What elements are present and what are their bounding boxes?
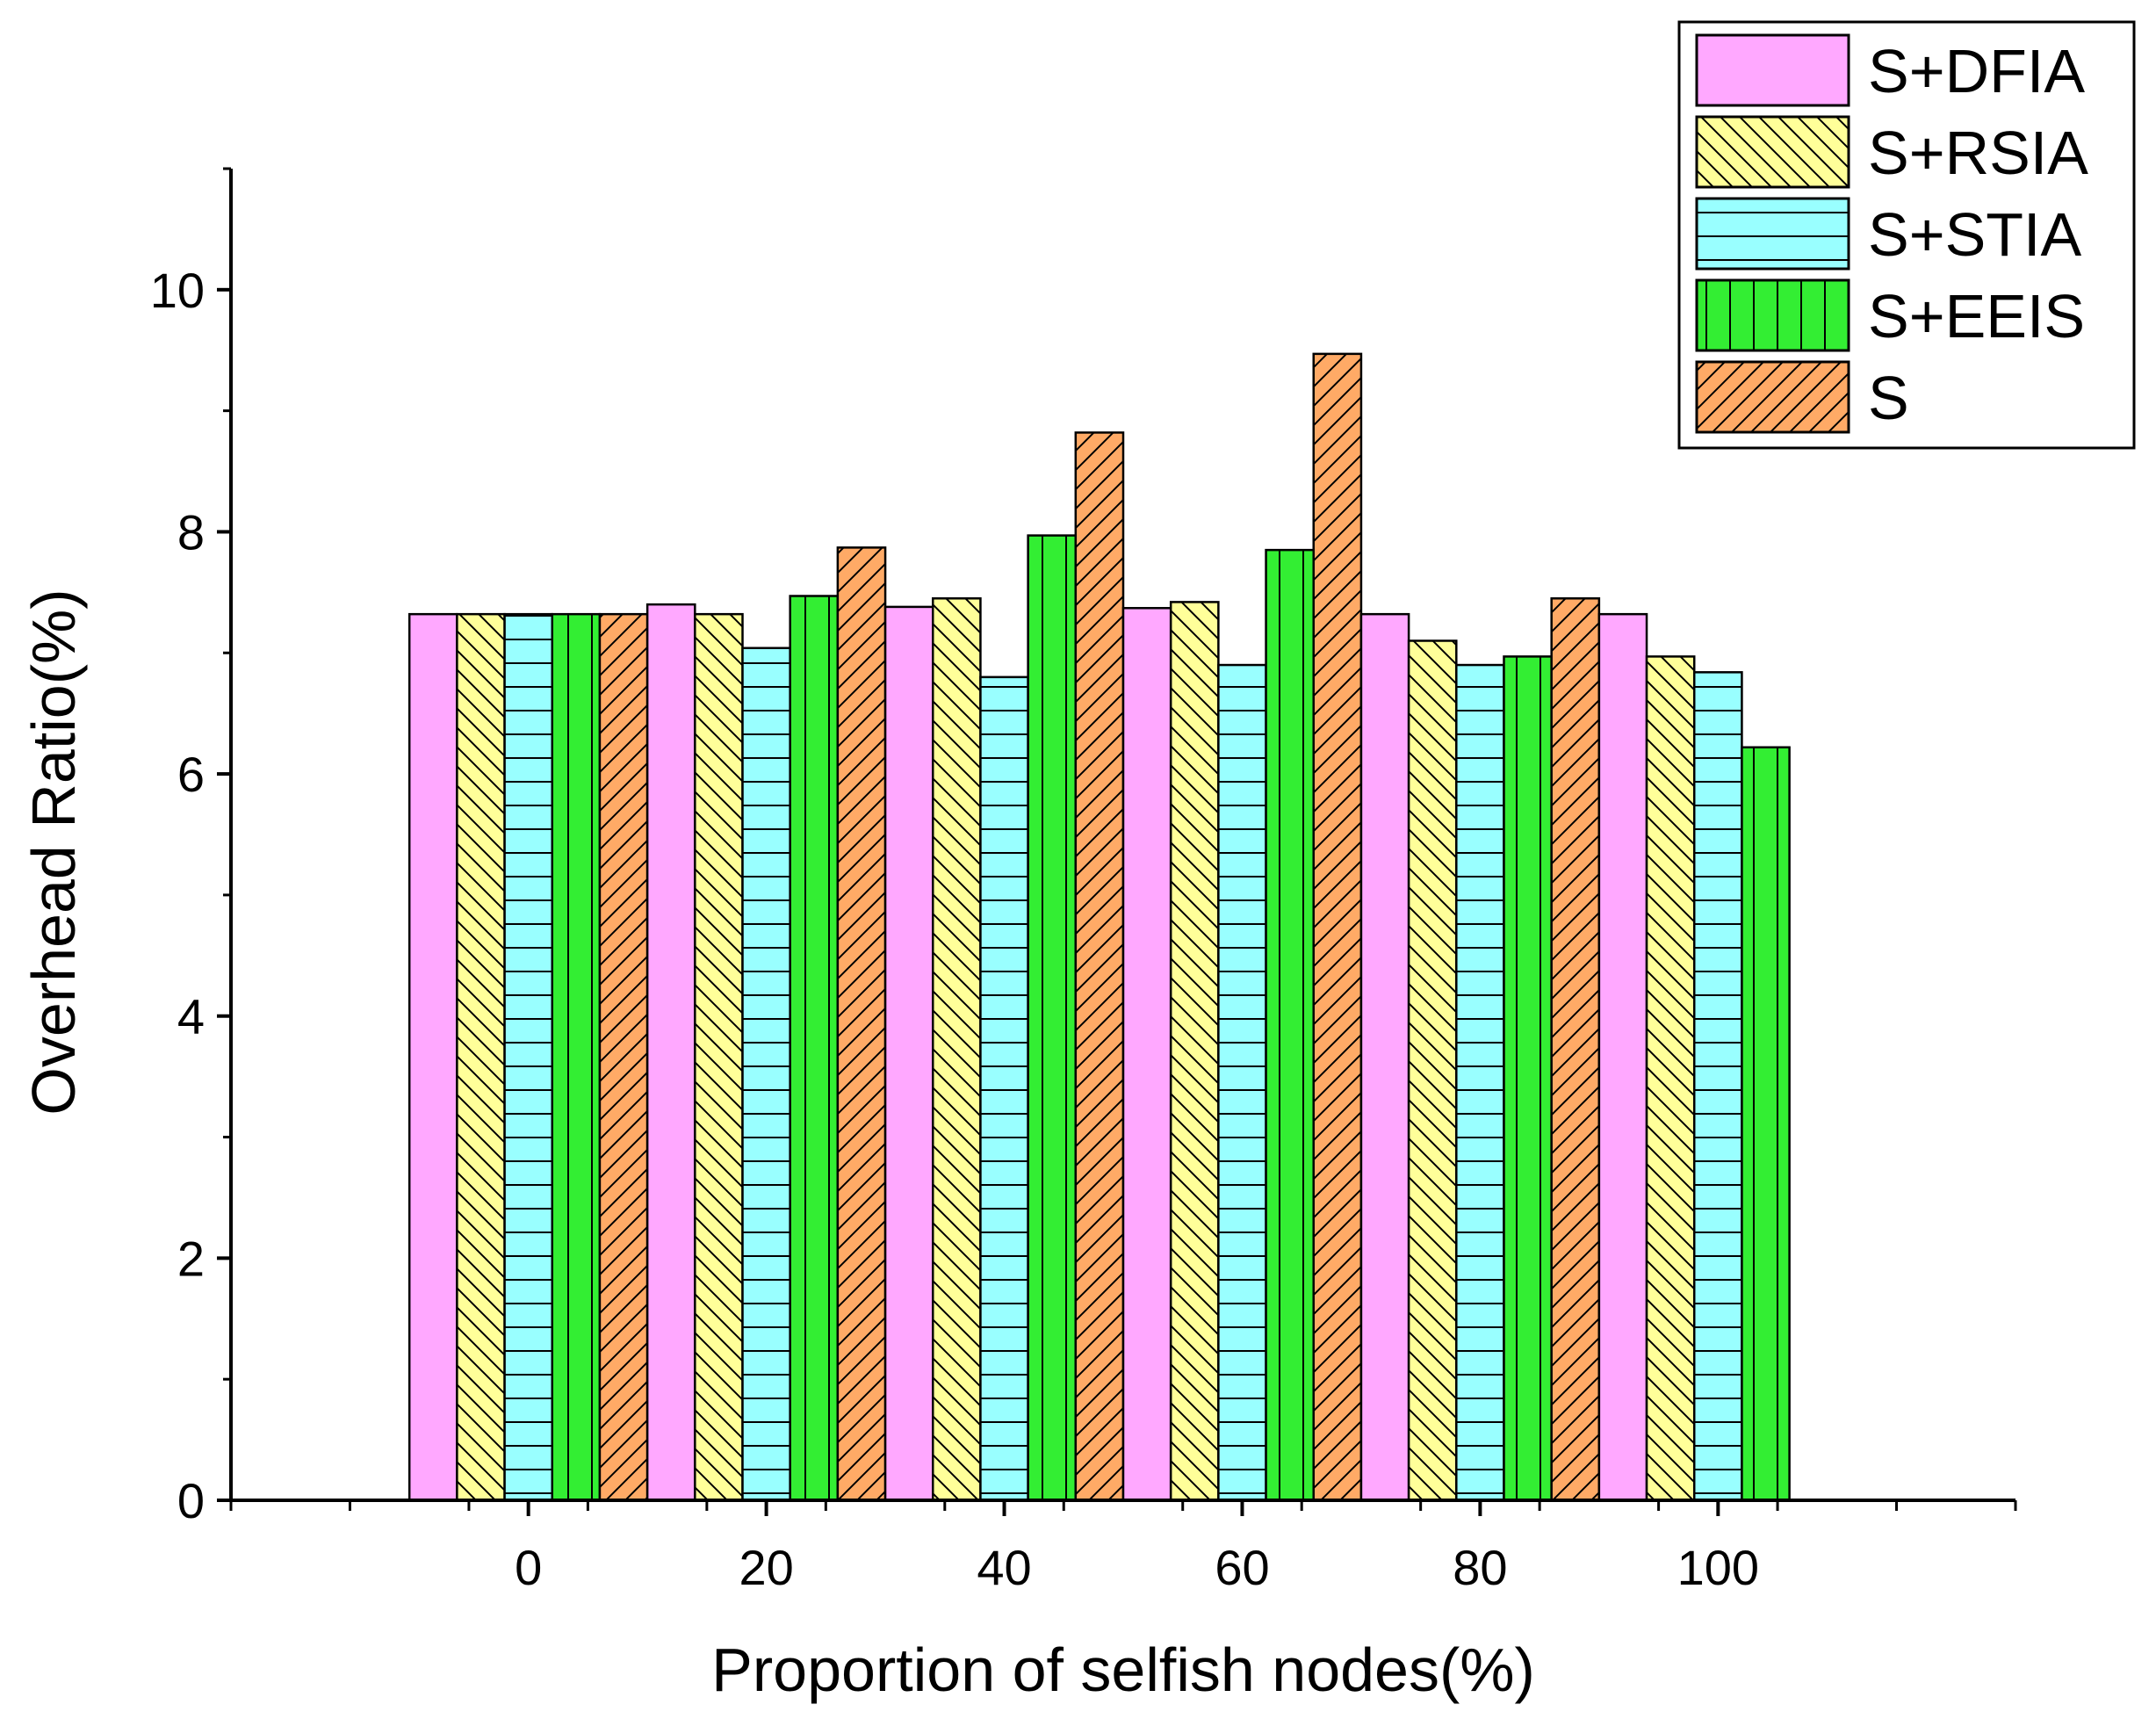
bar-s-eeis-40 [1027,534,1078,1502]
y-tick-label: 8 [177,504,205,560]
bar-s-dfia-60 [1121,607,1172,1502]
bar-s-stia-80 [1455,663,1505,1502]
bar-s-eeis-20 [789,595,840,1502]
y-axis-title: Overhead Ratio(%) [19,589,88,1115]
y-tick-label: 4 [177,989,205,1044]
bar-s-rsia-60 [1169,601,1220,1502]
bar-s-80 [1550,597,1601,1502]
bar-s-stia-60 [1217,663,1267,1502]
legend-item-s: S [1695,360,1909,434]
bar-s-dfia-0 [407,612,458,1502]
legend: S+DFIA S+RSIA S+STIA S+EEIS S [1677,20,2136,450]
bar-s-stia-100 [1692,671,1743,1502]
x-axis-title: Proportion of selfish nodes(%) [711,1636,1535,1704]
bar-s-60 [1312,352,1363,1502]
bar-s-eeis-100 [1741,746,1791,1502]
bar-s-20 [836,546,887,1502]
bar-s-rsia-20 [694,612,744,1502]
bar-s-eeis-60 [1265,548,1315,1502]
bar-s-0 [598,612,649,1502]
bar-s-rsia-100 [1645,655,1696,1502]
bar-s-eeis-80 [1503,655,1553,1502]
legend-label: S [1868,364,1909,432]
x-tick-label: 60 [1215,1540,1269,1595]
legend-swatch [1697,35,1849,105]
legend-item-s-stia: S+STIA [1695,197,2081,271]
bar-s-rsia-0 [456,612,506,1502]
x-tick-label: 20 [739,1540,793,1595]
legend-item-s-rsia: S+RSIA [1695,115,2088,189]
bar-s-40 [1074,431,1125,1502]
bar-s-rsia-80 [1407,639,1458,1502]
x-tick-label: 100 [1677,1540,1759,1595]
y-tick-label: 10 [150,263,205,318]
bar-s-stia-0 [503,612,554,1502]
bar-s-stia-20 [741,646,791,1502]
legend-label: S+DFIA [1868,37,2085,105]
x-tick-label: 80 [1453,1540,1507,1595]
bar-group [407,352,1791,1502]
legend-label: S+RSIA [1868,119,2088,187]
legend-label: S+STIA [1868,200,2081,269]
y-tick-label: 2 [177,1231,205,1286]
bar-s-dfia-100 [1597,612,1648,1502]
y-tick-label: 0 [177,1473,205,1528]
bar-s-dfia-20 [645,603,696,1502]
x-tick-label: 40 [977,1540,1031,1595]
bar-s-rsia-40 [932,597,982,1502]
legend-item-s-dfia: S+DFIA [1695,33,2085,107]
bar-s-eeis-0 [551,612,602,1502]
bar-s-stia-40 [979,675,1029,1502]
y-tick-label: 6 [177,747,205,802]
x-tick-label: 0 [515,1540,542,1595]
legend-item-s-eeis: S+EEIS [1695,278,2085,352]
legend-label: S+EEIS [1868,282,2085,350]
bar-s-dfia-80 [1359,612,1410,1502]
bar-s-dfia-40 [883,605,934,1502]
